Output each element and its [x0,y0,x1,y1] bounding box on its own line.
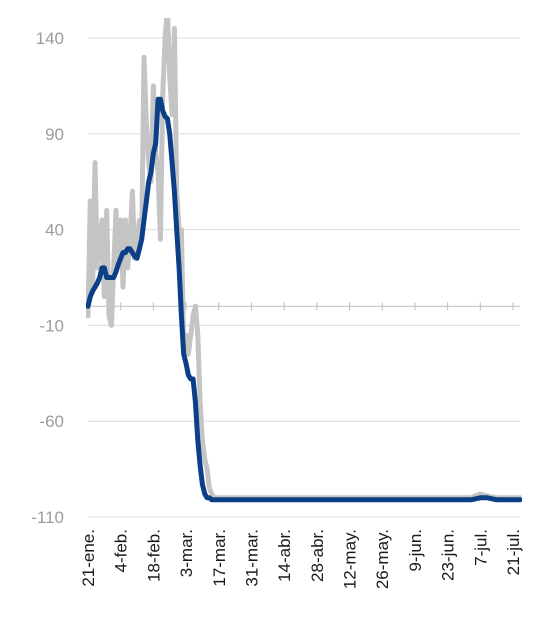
x-axis-ticks: 21-ene. 4-feb. 18-feb. 3-mar. 17-mar. 31-mar.… [79,529,523,589]
x-tick-label: 31-mar. [242,529,261,587]
y-axis-ticks: 140 90 40 -10 -60 -110 [31,29,64,527]
y-tick-label: 40 [45,221,64,240]
y-tick-label: -60 [39,412,64,431]
x-tick-label: 14-abr. [275,529,294,582]
x-tick-label: 18-feb. [144,529,163,582]
x-tick-label: 12-may. [341,529,360,589]
y-tick-label: 140 [36,29,64,48]
y-tick-label: -10 [39,316,64,335]
x-tick-label: 21-jul. [504,529,523,575]
x-tick-label: 4-feb. [112,529,131,572]
x-tick-label: 3-mar. [177,529,196,577]
x-tick-label: 7-jul. [471,529,490,566]
x-tick-label: 23-jun. [439,529,458,581]
x-tick-label: 17-mar. [210,529,229,587]
x-tick-label: 26-may. [373,529,392,589]
series-line-daily [86,18,522,501]
y-tick-label: 90 [45,125,64,144]
series-lines [86,18,522,503]
x-tick-label: 21-ene. [79,529,98,587]
x-tick-label: 9-jun. [406,529,425,572]
y-tick-label: -110 [31,508,64,527]
series-line-average [86,96,522,503]
x-tick-label: 28-abr. [308,529,327,582]
